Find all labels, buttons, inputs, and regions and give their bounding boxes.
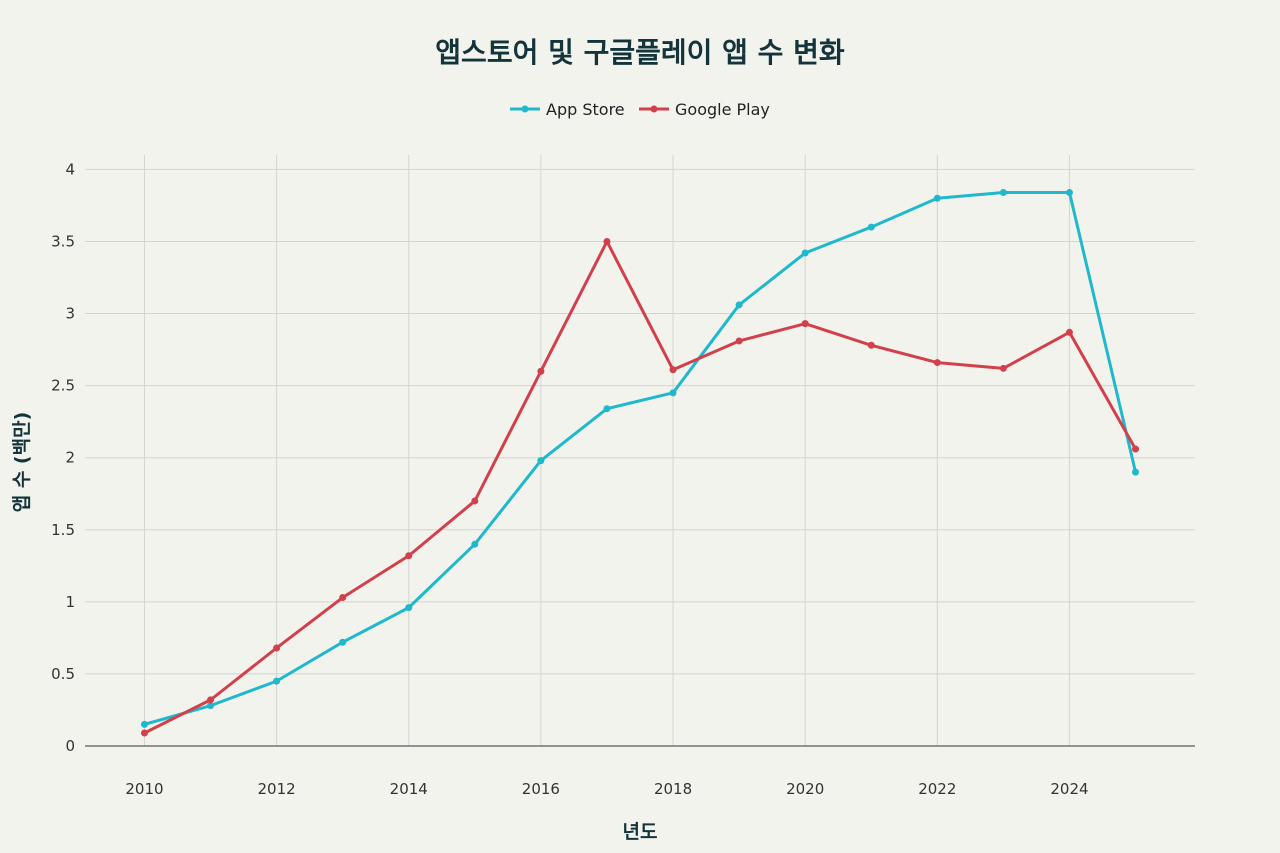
data-point[interactable] (537, 367, 545, 375)
x-tick-label: 2022 (918, 780, 956, 798)
data-point[interactable] (140, 729, 148, 737)
data-point[interactable] (999, 188, 1007, 196)
legend-item[interactable]: Google Play (639, 100, 770, 119)
x-tick-label: 2024 (1050, 780, 1088, 798)
y-tick-label: 3.5 (51, 232, 75, 250)
grid-lines (85, 155, 1195, 747)
data-point[interactable] (669, 389, 677, 397)
data-point[interactable] (867, 341, 875, 349)
data-point[interactable] (801, 249, 809, 257)
legend-swatch-marker (521, 105, 529, 113)
legend-swatch-marker (650, 105, 658, 113)
legend[interactable]: App Store Google Play (510, 100, 770, 119)
x-tick-label: 2014 (390, 780, 428, 798)
data-point[interactable] (801, 320, 809, 328)
x-tick-label: 2020 (786, 780, 824, 798)
x-tick-label: 2016 (522, 780, 560, 798)
data-point[interactable] (339, 638, 347, 646)
y-tick-label: 0.5 (51, 665, 75, 683)
x-tick-label: 2018 (654, 780, 692, 798)
data-point[interactable] (669, 366, 677, 374)
data-point[interactable] (471, 497, 479, 505)
y-tick-label: 1.5 (51, 521, 75, 539)
x-axis-ticks: 2010 2012 2014 2016 2018 2020 2022 2024 (125, 780, 1088, 798)
data-point[interactable] (735, 337, 743, 345)
data-point[interactable] (933, 194, 941, 202)
y-tick-label: 2 (65, 449, 75, 467)
data-point[interactable] (207, 696, 215, 704)
data-point[interactable] (933, 359, 941, 367)
data-point[interactable] (1132, 445, 1140, 453)
x-tick-label: 2010 (125, 780, 163, 798)
data-point[interactable] (735, 301, 743, 309)
y-tick-label: 2.5 (51, 377, 75, 395)
y-tick-label: 1 (65, 593, 75, 611)
data-point[interactable] (537, 457, 545, 465)
data-point[interactable] (471, 540, 479, 548)
series-line (142, 190, 1138, 726)
y-tick-label: 4 (65, 160, 75, 178)
data-point[interactable] (603, 237, 611, 245)
data-point[interactable] (339, 594, 347, 602)
data-point[interactable] (1065, 328, 1073, 336)
data-point[interactable] (999, 364, 1007, 372)
y-axis-ticks: 0 0.5 1 1.5 2 2.5 3 3.5 4 (51, 160, 75, 755)
data-point[interactable] (867, 223, 875, 231)
legend-label: App Store (546, 100, 625, 119)
x-tick-label: 2012 (258, 780, 296, 798)
series-line (142, 239, 1138, 735)
data-point[interactable] (273, 644, 281, 652)
data-point[interactable] (140, 720, 148, 728)
chart-title: 앱스토어 및 구글플레이 앱 수 변화 (435, 36, 845, 69)
data-point[interactable] (1065, 188, 1073, 196)
data-point[interactable] (207, 702, 215, 710)
data-point[interactable] (1132, 468, 1140, 476)
x-axis-title: 년도 (623, 821, 658, 843)
data-point[interactable] (273, 677, 281, 685)
y-tick-label: 3 (65, 305, 75, 323)
y-tick-label: 0 (65, 737, 75, 755)
y-axis-title: 앱 수 (백만) (11, 412, 33, 513)
legend-item[interactable]: App Store (510, 100, 625, 119)
data-point[interactable] (405, 604, 413, 612)
series-google-play (140, 237, 1140, 737)
legend-label: Google Play (675, 100, 770, 119)
data-point[interactable] (603, 405, 611, 413)
series-layer (140, 188, 1140, 737)
data-point[interactable] (405, 552, 413, 560)
series-app-store (140, 188, 1140, 728)
